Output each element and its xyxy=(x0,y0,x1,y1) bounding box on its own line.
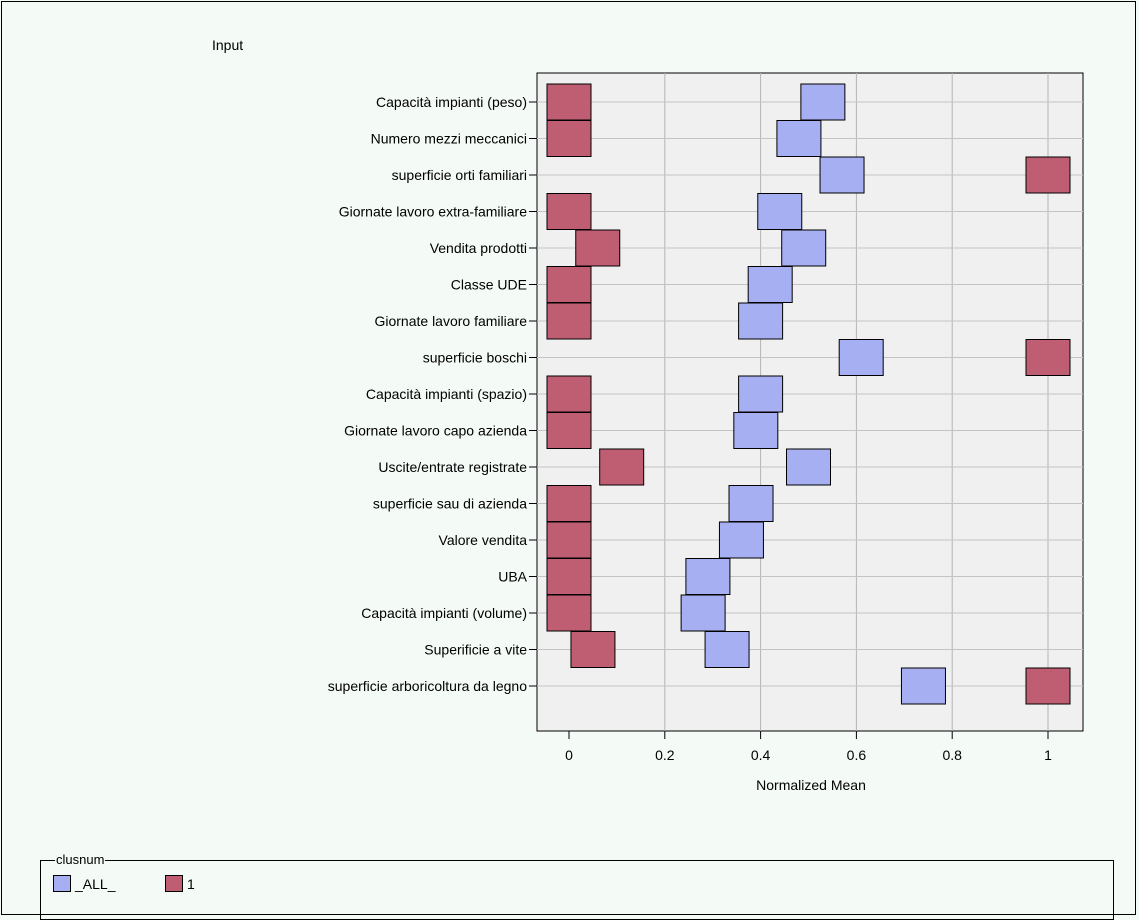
marker-all xyxy=(757,193,803,230)
marker-cluster-1 xyxy=(575,229,621,267)
legend-swatch-1 xyxy=(165,875,183,892)
marker-all xyxy=(733,412,779,449)
marker-cluster-1 xyxy=(546,594,592,632)
marker-all xyxy=(718,521,764,559)
y-tick-label: Capacità impianti (peso) xyxy=(376,94,527,110)
legend-title: clusnum xyxy=(55,852,106,868)
y-tick-label: Capacità impianti (volume) xyxy=(361,605,527,621)
plot-area xyxy=(536,72,1084,732)
legend-label-1: 1 xyxy=(187,875,195,892)
marker-cluster-1 xyxy=(546,120,592,157)
marker-all xyxy=(786,448,831,486)
marker-cluster-1 xyxy=(546,485,592,522)
x-tick-label: 1 xyxy=(1044,747,1052,763)
x-tick-label: 0 xyxy=(565,747,573,763)
x-axis: 0 0.2 0.4 0.6 0.8 1 xyxy=(565,731,1052,763)
legend-swatch-all xyxy=(53,875,71,892)
marker-cluster-1 xyxy=(546,193,592,230)
marker-all xyxy=(781,229,827,267)
marker-cluster-1 xyxy=(546,375,592,413)
marker-cluster-1 xyxy=(546,302,592,340)
marker-cluster-1 xyxy=(546,266,592,303)
y-tick-label: Superificie a vite xyxy=(424,642,527,658)
marker-all xyxy=(800,83,846,121)
marker-all xyxy=(776,120,822,157)
y-tick-label: UBA xyxy=(498,569,527,585)
marker-cluster-1 xyxy=(1025,339,1071,376)
y-tick-label: Valore vendita xyxy=(439,532,528,548)
x-tick-label: 0.4 xyxy=(751,747,771,763)
x-axis-label: Normalized Mean xyxy=(756,777,866,793)
y-axis: Capacità impianti (peso) Numero mezzi mec… xyxy=(328,94,537,694)
y-tick-label: Capacità impianti (spazio) xyxy=(366,386,527,402)
marker-cluster-1 xyxy=(546,412,592,449)
marker-cluster-1 xyxy=(1025,667,1071,705)
marker-cluster-1 xyxy=(1025,156,1071,194)
marker-cluster-1 xyxy=(599,448,645,486)
marker-all xyxy=(747,266,793,303)
y-tick-label: Giornate lavoro extra-familiare xyxy=(339,204,528,220)
marker-all xyxy=(728,485,774,522)
marker-all xyxy=(738,302,784,340)
legend-item-all: _ALL_ xyxy=(53,875,115,892)
marker-cluster-1 xyxy=(546,521,592,559)
y-tick-label: Giornate lavoro familiare xyxy=(374,313,527,329)
marker-all xyxy=(685,558,731,595)
legend-item-1: 1 xyxy=(165,875,195,892)
y-tick-label: Numero mezzi meccanici xyxy=(371,131,527,147)
chart-title: Input xyxy=(212,37,243,53)
x-tick-label: 0.8 xyxy=(942,747,962,763)
marker-all xyxy=(738,375,784,413)
marker-cluster-1 xyxy=(546,558,592,595)
marker-cluster-1 xyxy=(570,631,616,668)
marker-cluster-1 xyxy=(546,83,592,121)
y-tick-label: superficie boschi xyxy=(423,350,527,366)
marker-all xyxy=(900,667,946,705)
marker-all xyxy=(704,631,750,668)
x-tick-label: 0.6 xyxy=(847,747,867,763)
y-tick-label: superficie arboricoltura da legno xyxy=(328,678,527,694)
y-tick-label: superficie orti familiari xyxy=(392,167,527,183)
marker-all xyxy=(680,594,726,632)
grid-lines xyxy=(537,73,1083,731)
legend-label-all: _ALL_ xyxy=(75,875,116,892)
x-tick-label: 0.2 xyxy=(655,747,675,763)
legend: clusnum _ALL_ 1 xyxy=(40,852,1114,920)
y-tick-label: Vendita prodotti xyxy=(430,240,527,256)
data-marks xyxy=(546,83,1071,705)
y-tick-label: Uscite/entrate registrate xyxy=(378,459,527,475)
y-tick-label: Classe UDE xyxy=(451,277,527,293)
marker-all xyxy=(838,339,884,376)
y-tick-label: Giornate lavoro capo azienda xyxy=(344,423,527,439)
y-tick-label: superficie sau di azienda xyxy=(373,496,527,512)
marker-all xyxy=(819,156,865,194)
